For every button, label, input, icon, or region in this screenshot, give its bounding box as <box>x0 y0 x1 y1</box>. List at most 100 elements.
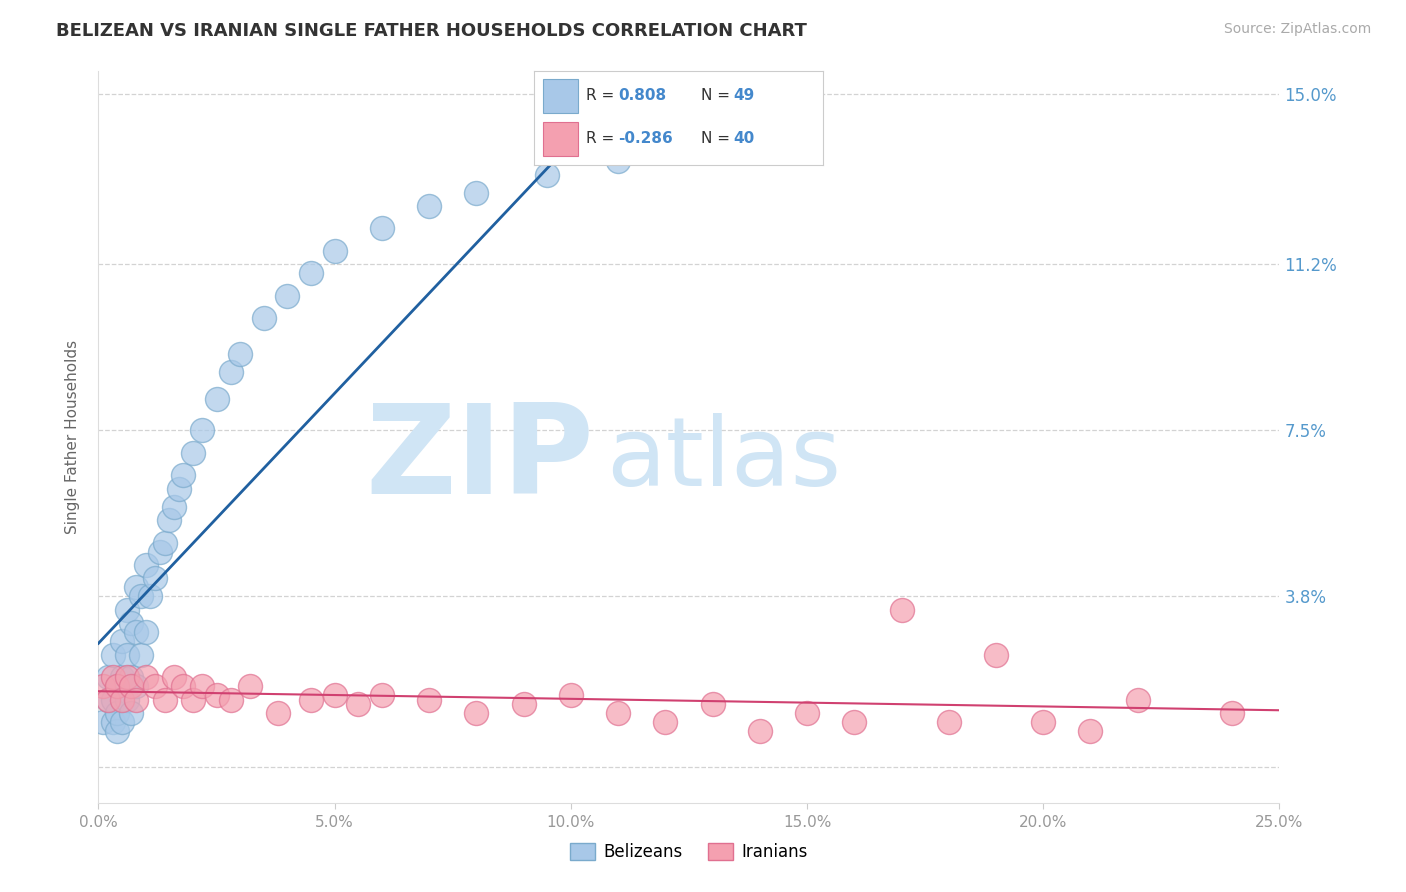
Point <box>172 468 194 483</box>
Point <box>181 692 204 706</box>
Point <box>163 670 186 684</box>
Point <box>229 347 252 361</box>
Point <box>115 603 138 617</box>
Point <box>149 544 172 558</box>
Point <box>139 590 162 604</box>
Text: 49: 49 <box>733 88 755 103</box>
Y-axis label: Single Father Households: Single Father Households <box>65 340 80 534</box>
Point <box>97 692 120 706</box>
Point <box>560 688 582 702</box>
Point <box>219 692 242 706</box>
Point <box>97 670 120 684</box>
Point <box>1080 724 1102 739</box>
Point <box>465 706 488 720</box>
Point <box>129 590 152 604</box>
Point <box>299 692 322 706</box>
Point <box>125 692 148 706</box>
Point <box>135 625 157 640</box>
Text: N =: N = <box>702 88 735 103</box>
Point <box>1220 706 1243 720</box>
Point <box>105 724 128 739</box>
Point <box>111 670 134 684</box>
Point <box>135 670 157 684</box>
Point <box>371 221 394 235</box>
Text: ZIP: ZIP <box>366 399 595 519</box>
Point <box>323 244 346 258</box>
Point <box>115 670 138 684</box>
FancyBboxPatch shape <box>543 78 578 112</box>
Point <box>607 706 630 720</box>
Point <box>205 688 228 702</box>
Point <box>105 706 128 720</box>
Point <box>105 679 128 693</box>
Point <box>1032 714 1054 729</box>
Point <box>418 692 440 706</box>
FancyBboxPatch shape <box>543 122 578 156</box>
Point <box>191 679 214 693</box>
Point <box>984 648 1007 662</box>
Text: -0.286: -0.286 <box>617 131 672 146</box>
Point <box>418 199 440 213</box>
Point <box>748 724 770 739</box>
Point <box>125 581 148 595</box>
Text: N =: N = <box>702 131 735 146</box>
Point <box>890 603 912 617</box>
Point <box>101 714 124 729</box>
Point <box>115 692 138 706</box>
Text: atlas: atlas <box>606 412 841 506</box>
Point <box>121 706 143 720</box>
Point <box>97 692 120 706</box>
Text: R =: R = <box>586 88 619 103</box>
Point <box>91 714 114 729</box>
Point <box>111 634 134 648</box>
Point <box>121 616 143 631</box>
Point <box>654 714 676 729</box>
Point <box>121 670 143 684</box>
Point <box>105 679 128 693</box>
Point <box>512 697 534 711</box>
Text: R =: R = <box>586 131 619 146</box>
Point <box>91 679 114 693</box>
Point <box>101 648 124 662</box>
Point <box>121 679 143 693</box>
Point <box>101 692 124 706</box>
Point <box>125 679 148 693</box>
Point <box>702 697 724 711</box>
Point <box>205 392 228 406</box>
Point <box>844 714 866 729</box>
Point <box>796 706 818 720</box>
Point <box>157 513 180 527</box>
Point <box>748 131 770 145</box>
Point <box>276 289 298 303</box>
Point <box>371 688 394 702</box>
Point <box>135 558 157 572</box>
Point <box>111 692 134 706</box>
Point <box>181 446 204 460</box>
Point <box>219 365 242 379</box>
Text: 40: 40 <box>733 131 755 146</box>
Text: BELIZEAN VS IRANIAN SINGLE FATHER HOUSEHOLDS CORRELATION CHART: BELIZEAN VS IRANIAN SINGLE FATHER HOUSEH… <box>56 22 807 40</box>
Point <box>163 500 186 514</box>
Point <box>347 697 370 711</box>
Point <box>191 423 214 437</box>
Point <box>143 679 166 693</box>
Point <box>172 679 194 693</box>
Text: Source: ZipAtlas.com: Source: ZipAtlas.com <box>1223 22 1371 37</box>
Point <box>323 688 346 702</box>
Point <box>111 714 134 729</box>
Point <box>299 266 322 280</box>
Point <box>465 186 488 200</box>
Point <box>153 692 176 706</box>
Point <box>129 648 152 662</box>
Point <box>167 482 190 496</box>
Point <box>101 670 124 684</box>
Point <box>1126 692 1149 706</box>
Point <box>239 679 262 693</box>
Point <box>253 311 276 326</box>
Point <box>267 706 290 720</box>
Point <box>536 168 558 182</box>
Point <box>115 648 138 662</box>
Point <box>607 154 630 169</box>
Point <box>125 625 148 640</box>
Text: 0.808: 0.808 <box>617 88 666 103</box>
